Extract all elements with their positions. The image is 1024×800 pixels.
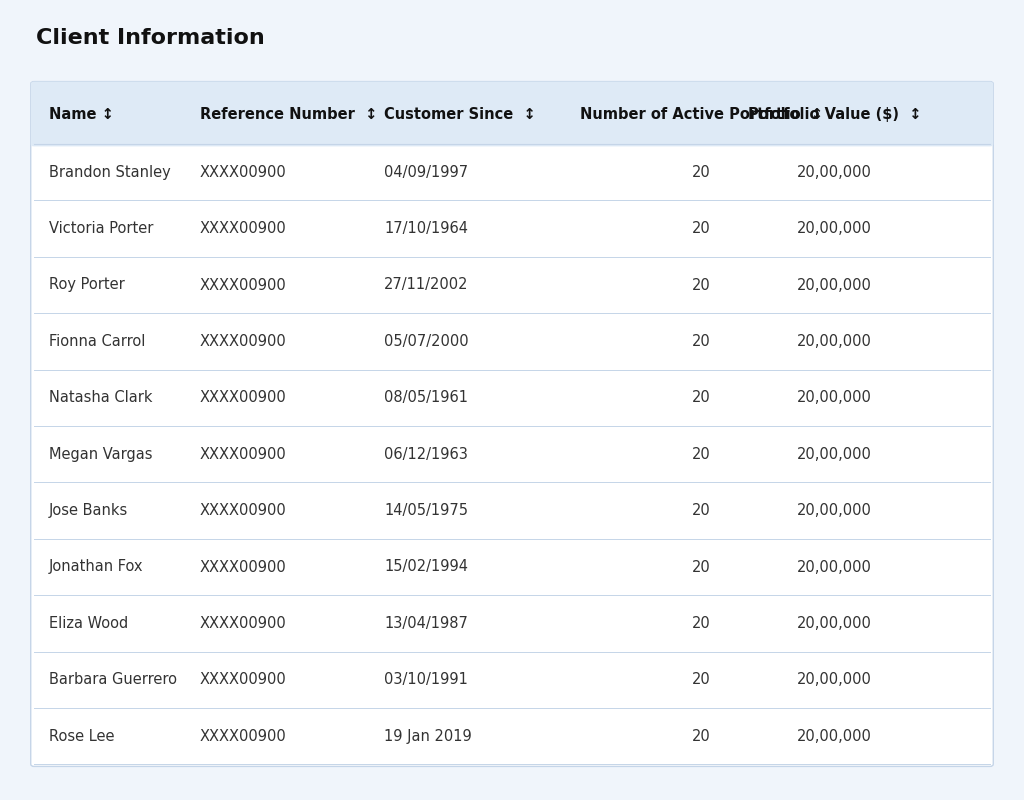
Text: Portfolio Value ($)  ↕: Portfolio Value ($) ↕ [748,106,922,122]
FancyBboxPatch shape [31,82,993,766]
Text: 20: 20 [692,390,711,406]
Text: Reference Number  ↕: Reference Number ↕ [200,106,377,122]
Text: 27/11/2002: 27/11/2002 [384,278,469,293]
Text: Jonathan Fox: Jonathan Fox [49,559,143,574]
Text: Fionna Carrol: Fionna Carrol [49,334,145,349]
Text: XXXX00900: XXXX00900 [200,446,287,462]
Text: 20: 20 [692,729,711,744]
Text: 13/04/1987: 13/04/1987 [384,616,468,631]
Text: 20,00,000: 20,00,000 [797,278,872,293]
FancyBboxPatch shape [31,82,993,146]
Text: 20,00,000: 20,00,000 [797,221,872,236]
Text: XXXX00900: XXXX00900 [200,390,287,406]
Text: XXXX00900: XXXX00900 [200,729,287,744]
Text: Rose Lee: Rose Lee [49,729,115,744]
Text: XXXX00900: XXXX00900 [200,221,287,236]
Text: 05/07/2000: 05/07/2000 [384,334,469,349]
Text: 04/09/1997: 04/09/1997 [384,165,468,180]
Text: Roy Porter: Roy Porter [49,278,125,293]
Text: 20: 20 [692,446,711,462]
Text: Megan Vargas: Megan Vargas [49,446,153,462]
Text: XXXX00900: XXXX00900 [200,165,287,180]
Text: Number of Active Portfolio  ↕: Number of Active Portfolio ↕ [580,106,823,122]
Text: XXXX00900: XXXX00900 [200,334,287,349]
Text: 20,00,000: 20,00,000 [797,559,872,574]
Text: Barbara Guerrero: Barbara Guerrero [49,672,177,687]
Text: 20: 20 [692,221,711,236]
Text: Customer Since  ↕: Customer Since ↕ [384,106,536,122]
Text: Natasha Clark: Natasha Clark [49,390,153,406]
Text: XXXX00900: XXXX00900 [200,616,287,631]
Text: 03/10/1991: 03/10/1991 [384,672,468,687]
Text: XXXX00900: XXXX00900 [200,672,287,687]
Text: 20: 20 [692,334,711,349]
Text: 20,00,000: 20,00,000 [797,446,872,462]
Text: XXXX00900: XXXX00900 [200,278,287,293]
Text: 20: 20 [692,503,711,518]
Text: 20,00,000: 20,00,000 [797,672,872,687]
Text: 20: 20 [692,165,711,180]
Text: Name ↕: Name ↕ [49,106,114,122]
Text: XXXX00900: XXXX00900 [200,559,287,574]
Text: 20: 20 [692,672,711,687]
Text: 20,00,000: 20,00,000 [797,334,872,349]
Text: XXXX00900: XXXX00900 [200,503,287,518]
Text: 20: 20 [692,559,711,574]
Text: 20,00,000: 20,00,000 [797,729,872,744]
Text: 06/12/1963: 06/12/1963 [384,446,468,462]
Text: 15/02/1994: 15/02/1994 [384,559,468,574]
Text: 17/10/1964: 17/10/1964 [384,221,468,236]
Text: 20,00,000: 20,00,000 [797,616,872,631]
Text: Client Information: Client Information [36,28,264,48]
Text: Eliza Wood: Eliza Wood [49,616,128,631]
Text: Jose Banks: Jose Banks [49,503,128,518]
Text: 20,00,000: 20,00,000 [797,503,872,518]
Text: Brandon Stanley: Brandon Stanley [49,165,171,180]
Text: 14/05/1975: 14/05/1975 [384,503,468,518]
Text: 20,00,000: 20,00,000 [797,165,872,180]
Text: 20: 20 [692,616,711,631]
Text: 08/05/1961: 08/05/1961 [384,390,468,406]
Text: 19 Jan 2019: 19 Jan 2019 [384,729,472,744]
Text: 20: 20 [692,278,711,293]
Text: Victoria Porter: Victoria Porter [49,221,154,236]
Text: 20,00,000: 20,00,000 [797,390,872,406]
